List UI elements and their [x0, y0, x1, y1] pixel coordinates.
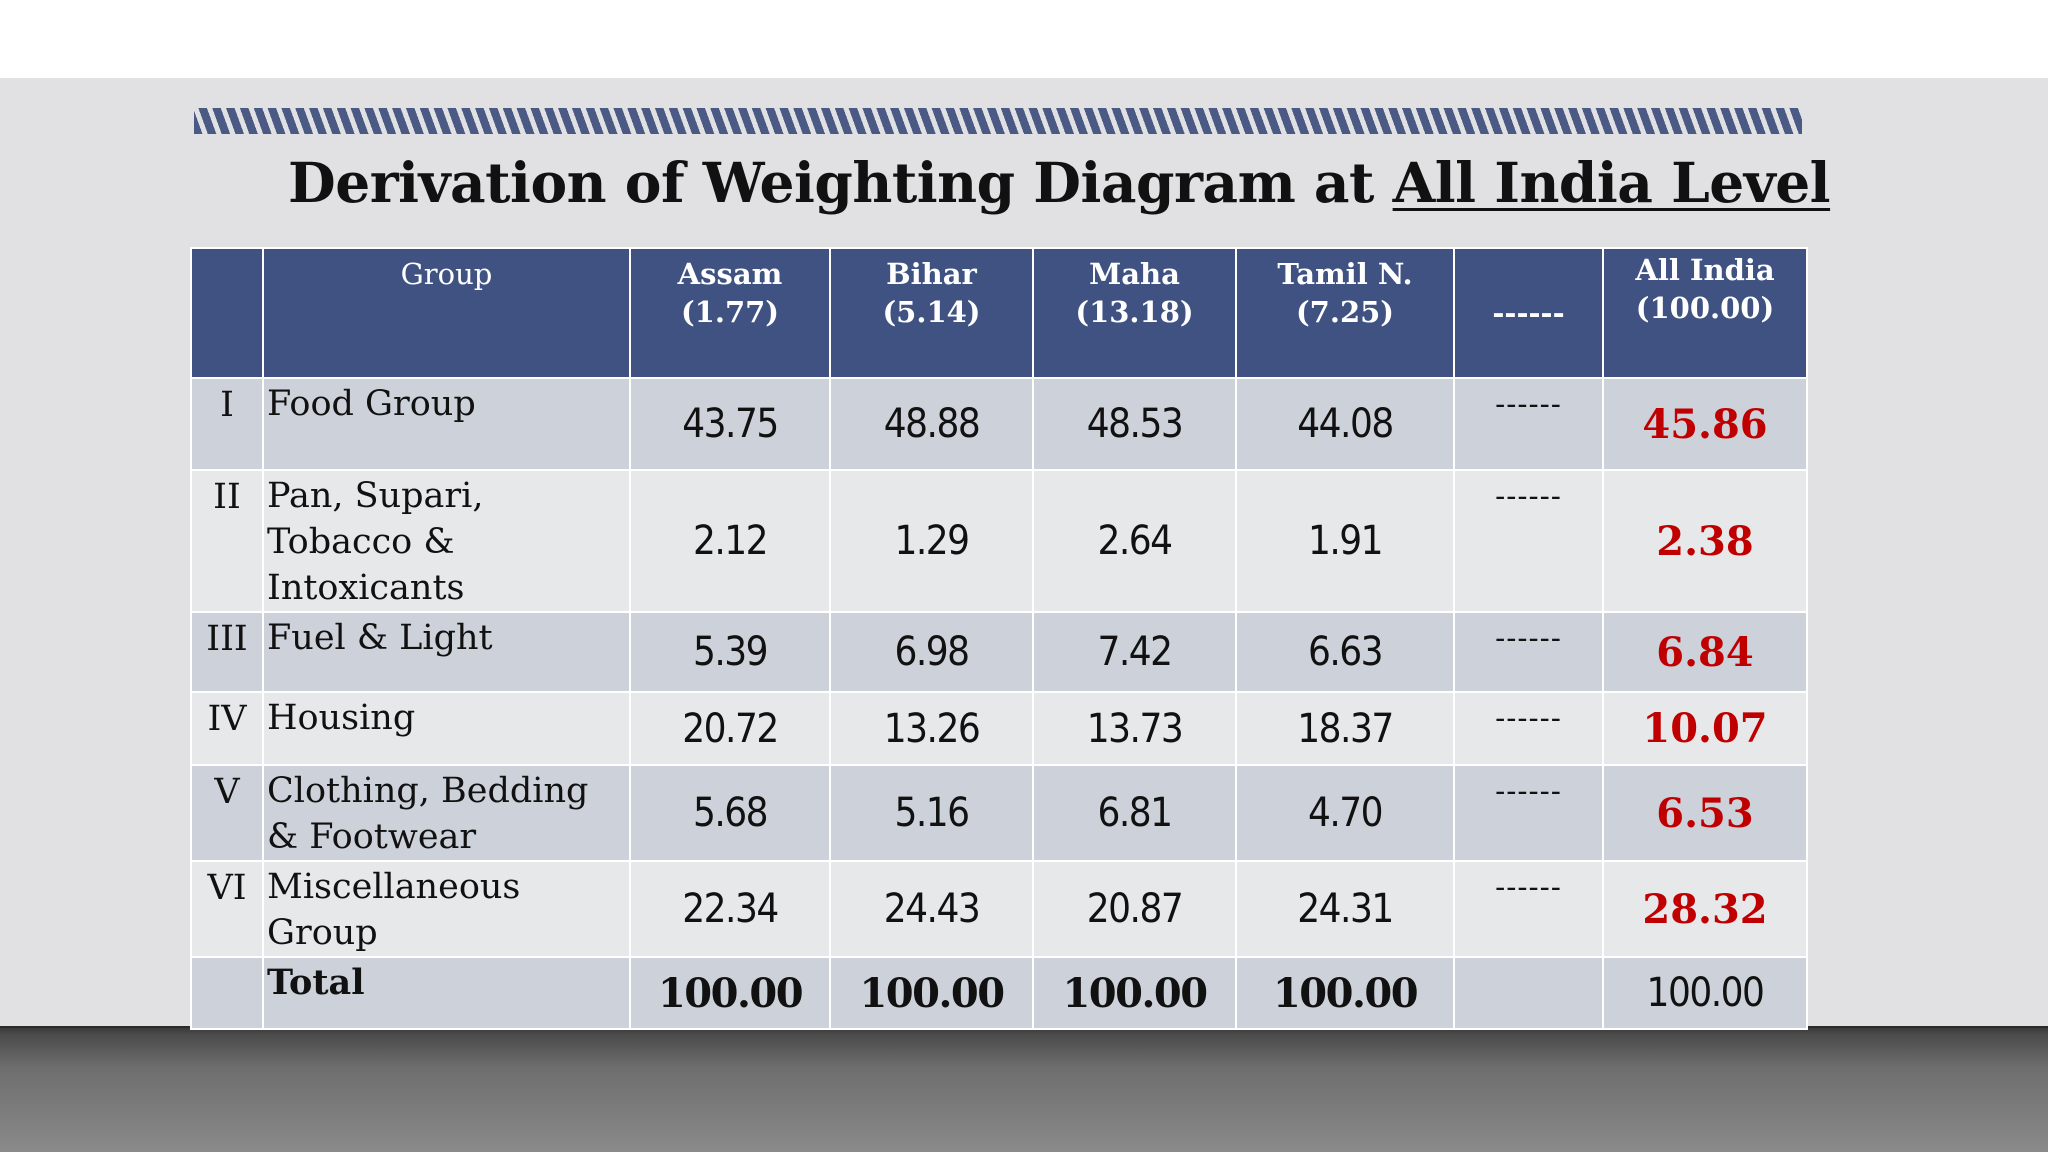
row-group: Clothing, Bedding & Footwear: [262, 764, 631, 862]
header-group: Group: [262, 247, 631, 379]
total-row: Total 100.00 100.00 100.00 100.00 100.00: [190, 956, 1808, 1030]
header-assam-name: Assam: [677, 257, 783, 291]
table-row: III Fuel & Light 5.39 6.98 7.42 6.63 ---…: [190, 611, 1808, 693]
cell-bihar: 13.26: [829, 691, 1034, 766]
cell-dash: ------: [1453, 764, 1604, 862]
row-number: V: [190, 764, 264, 862]
total-dash: [1453, 956, 1604, 1030]
cell-bihar: 24.43: [829, 860, 1034, 958]
cell-maha: 6.81: [1032, 764, 1237, 862]
cell-assam: 2.12: [629, 469, 831, 613]
cell-dash: ------: [1453, 611, 1604, 693]
total-all-india: 100.00: [1602, 956, 1808, 1030]
cell-dash: ------: [1453, 377, 1604, 471]
cell-assam: 5.39: [629, 611, 831, 693]
header-assam-weight: (1.77): [680, 295, 780, 329]
cell-maha: 20.87: [1032, 860, 1237, 958]
row-group: Fuel & Light: [262, 611, 631, 693]
row-number: IV: [190, 691, 264, 766]
total-bihar: 100.00: [829, 956, 1034, 1030]
row-number: VI: [190, 860, 264, 958]
slide-title: Derivation of Weighting Diagram at All I…: [288, 150, 1831, 230]
header-bihar: Bihar (5.14): [829, 247, 1034, 379]
header-tamil: Tamil N. (7.25): [1235, 247, 1455, 379]
cell-bihar: 6.98: [829, 611, 1034, 693]
cell-bihar: 1.29: [829, 469, 1034, 613]
cell-bihar: 5.16: [829, 764, 1034, 862]
row-group: Pan, Supari, Tobacco & Intoxicants: [262, 469, 631, 613]
cell-all-india: 10.07: [1602, 691, 1808, 766]
table-row: II Pan, Supari, Tobacco & Intoxicants 2.…: [190, 469, 1808, 613]
total-assam: 100.00: [629, 956, 831, 1030]
total-tamil: 100.00: [1235, 956, 1455, 1030]
row-number: II: [190, 469, 264, 613]
header-bihar-weight: (5.14): [882, 295, 981, 329]
header-assam: Assam (1.77): [629, 247, 831, 379]
title-underlined: All India Level: [1392, 150, 1831, 215]
row-group: Housing: [262, 691, 631, 766]
cell-tamil: 4.70: [1235, 764, 1455, 862]
row-number: III: [190, 611, 264, 693]
header-row: Group Assam (1.77) Bihar (5.14) Maha (13.18…: [190, 247, 1808, 379]
header-tamil-name: Tamil N.: [1277, 257, 1413, 291]
cell-all-india: 45.86: [1602, 377, 1808, 471]
header-all-india-name: All India: [1635, 253, 1775, 287]
header-group-label: Group: [400, 257, 493, 291]
weighting-table: Group Assam (1.77) Bihar (5.14) Maha (13.18…: [190, 247, 1808, 1030]
total-maha: 100.00: [1032, 956, 1237, 1030]
floor-background: [0, 1028, 2048, 1152]
cell-tamil: 24.31: [1235, 860, 1455, 958]
header-num: [190, 247, 264, 379]
header-all-india-weight: (100.00): [1635, 291, 1775, 325]
table-row: V Clothing, Bedding & Footwear 5.68 5.16…: [190, 764, 1808, 862]
cell-maha: 7.42: [1032, 611, 1237, 693]
table-row: IV Housing 20.72 13.26 13.73 18.37 -----…: [190, 691, 1808, 766]
cell-all-india: 28.32: [1602, 860, 1808, 958]
header-dash: ------: [1453, 247, 1604, 379]
decorative-stripe-bar: [194, 108, 1802, 134]
table-row: I Food Group 43.75 48.88 48.53 44.08 ---…: [190, 377, 1808, 471]
row-number: I: [190, 377, 264, 471]
header-maha-name: Maha: [1089, 257, 1180, 291]
cell-bihar: 48.88: [829, 377, 1034, 471]
cell-all-india: 6.53: [1602, 764, 1808, 862]
header-maha: Maha (13.18): [1032, 247, 1237, 379]
cell-tamil: 44.08: [1235, 377, 1455, 471]
cell-dash: ------: [1453, 691, 1604, 766]
header-bihar-name: Bihar: [886, 257, 977, 291]
total-number: [190, 956, 264, 1030]
table-row: VI Miscellaneous Group 22.34 24.43 20.87…: [190, 860, 1808, 958]
cell-tamil: 6.63: [1235, 611, 1455, 693]
cell-assam: 43.75: [629, 377, 831, 471]
total-label: Total: [262, 956, 631, 1030]
cell-dash: ------: [1453, 860, 1604, 958]
header-all-india: All India (100.00): [1602, 247, 1808, 379]
header-maha-weight: (13.18): [1075, 295, 1194, 329]
cell-maha: 13.73: [1032, 691, 1237, 766]
cell-assam: 5.68: [629, 764, 831, 862]
title-prefix: Derivation of Weighting Diagram at: [288, 150, 1393, 215]
cell-assam: 22.34: [629, 860, 831, 958]
cell-tamil: 18.37: [1235, 691, 1455, 766]
cell-maha: 48.53: [1032, 377, 1237, 471]
cell-dash: ------: [1453, 469, 1604, 613]
header-tamil-weight: (7.25): [1295, 295, 1395, 329]
row-group: Miscellaneous Group: [262, 860, 631, 958]
cell-tamil: 1.91: [1235, 469, 1455, 613]
cell-all-india: 6.84: [1602, 611, 1808, 693]
row-group: Food Group: [262, 377, 631, 471]
cell-maha: 2.64: [1032, 469, 1237, 613]
cell-all-india: 2.38: [1602, 469, 1808, 613]
cell-assam: 20.72: [629, 691, 831, 766]
